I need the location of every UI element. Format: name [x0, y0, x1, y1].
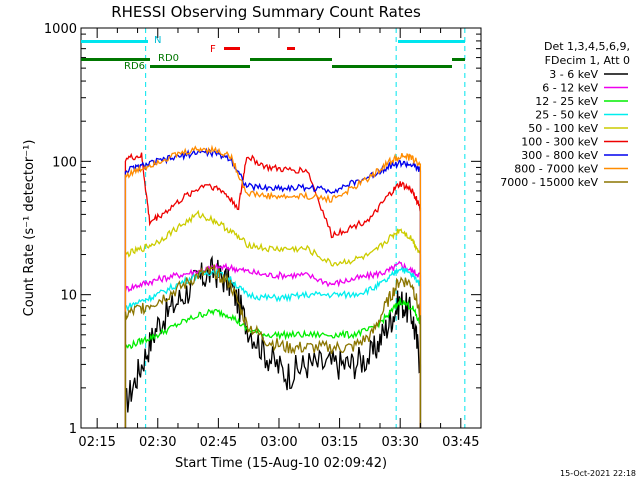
y-tick-label: 100 — [52, 155, 77, 170]
legend-label-3: 25 - 50 keV — [535, 109, 598, 122]
series-line-3 — [124, 266, 422, 428]
legend-header-line-1: Det 1,3,4,5,6,9, — [544, 40, 630, 53]
generation-timestamp: 15-Oct-2021 22:18 — [560, 469, 636, 478]
legend-label-0: 3 - 6 keV — [549, 68, 598, 81]
legend-label-1: 6 - 12 keV — [542, 82, 598, 95]
series-line-5 — [124, 152, 422, 428]
observing-flags: N F RD0 RD6 — [81, 35, 465, 72]
legend-header-line-2: FDecim 1, Att 0 — [545, 54, 630, 67]
x-axis-label: Start Time (15-Aug-10 02:09:42) — [175, 456, 387, 471]
series-line-1 — [124, 260, 422, 428]
chart-title: RHESSI Observing Summary Count Rates — [111, 3, 421, 21]
legend: Det 1,3,4,5,6,9, FDecim 1, Att 0 3 - 6 k… — [500, 40, 630, 189]
decim-flag-bar — [150, 65, 250, 68]
legend-label-6: 300 - 800 keV — [521, 149, 598, 162]
series-line-8 — [124, 264, 422, 428]
legend-label-4: 50 - 100 keV — [528, 122, 598, 135]
x-tick-label: 03:45 — [442, 435, 479, 450]
night-flag-bar — [81, 40, 148, 43]
x-tick-label: 02:30 — [139, 435, 176, 450]
x-tick-label: 02:15 — [78, 435, 115, 450]
night-flag-label: N — [154, 35, 161, 46]
series-line-0 — [124, 255, 422, 428]
series-line-7 — [124, 144, 422, 428]
plot-frame — [80, 27, 482, 429]
flare-flag-bar — [287, 47, 295, 50]
x-tick-label: 03:30 — [381, 435, 418, 450]
series-line-6 — [124, 147, 422, 428]
legend-label-8: 7000 - 15000 keV — [500, 176, 598, 189]
flare-flag-bar — [224, 47, 240, 50]
x-tick-label: 03:00 — [260, 435, 297, 450]
decim-flag-bar — [250, 58, 332, 61]
legend-label-5: 100 - 300 keV — [521, 136, 598, 149]
y-tick-label: 10 — [60, 289, 77, 304]
x-tick-label: 03:15 — [321, 435, 358, 450]
decim-flag-bar — [81, 58, 150, 61]
decim-flag-label-rd0: RD0 — [158, 53, 179, 64]
series-line-4 — [124, 209, 422, 428]
y-tick-label: 1000 — [44, 22, 77, 37]
x-tick-label: 02:45 — [200, 435, 237, 450]
y-axis-label: Count Rate (s⁻¹ detector⁻¹) — [22, 140, 37, 317]
axis-ticks: 1 10 100 1000 02:15 02:30 02:45 03:00 03:15 03:30… — [44, 22, 482, 450]
plot-area — [124, 28, 466, 428]
decim-flag-bar — [332, 65, 452, 68]
decim-flag-bar — [452, 58, 465, 61]
night-flag-bar — [398, 40, 465, 43]
y-tick-label: 1 — [69, 422, 77, 437]
series-line-2 — [124, 298, 422, 428]
decim-flag-label-rd6: RD6 — [124, 61, 145, 72]
flare-flag-label: F — [210, 44, 216, 55]
legend-label-7: 800 - 7000 keV — [514, 163, 598, 176]
legend-label-2: 12 - 25 keV — [535, 95, 598, 108]
